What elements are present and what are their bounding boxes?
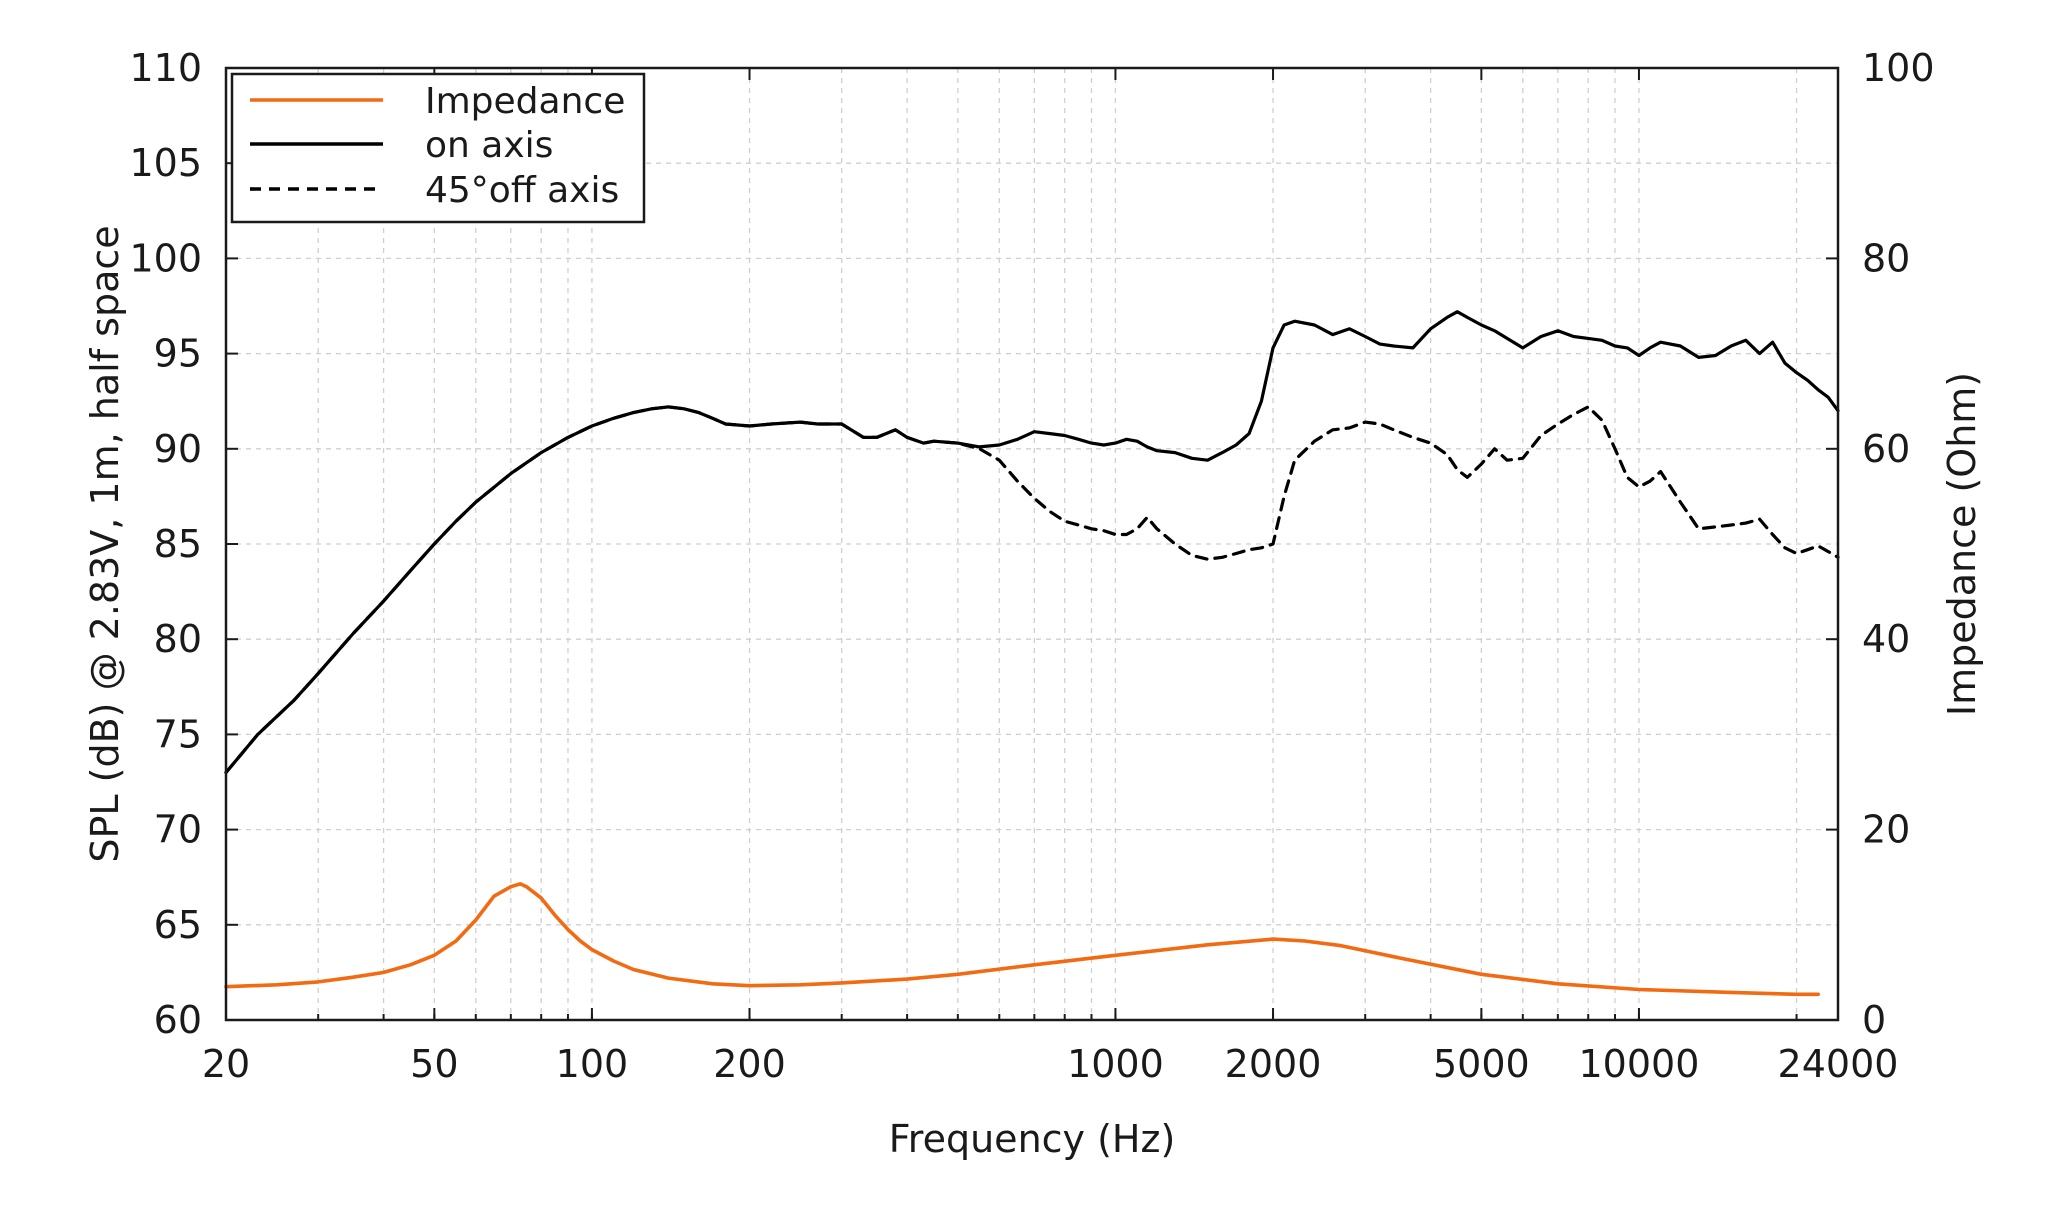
y-tick-label: 70 — [154, 808, 202, 852]
y2-tick-label: 20 — [1862, 808, 1910, 852]
y-tick-label: 80 — [154, 617, 202, 661]
legend-label-impedance: Impedance — [425, 81, 625, 122]
x-tick-label: 10000 — [1579, 1042, 1700, 1086]
legend: Impedance on axis 45°off axis — [230, 72, 646, 224]
x-tick-label: 5000 — [1433, 1042, 1530, 1086]
x-tick-labels: 20 50 100 200 1000 2000 5000 10000 24000 — [202, 1042, 1899, 1086]
legend-label-on-axis: on axis — [425, 125, 553, 166]
y2-tick-label: 60 — [1862, 427, 1910, 471]
y-tick-label: 95 — [154, 332, 202, 376]
x-tick-label: 100 — [556, 1042, 629, 1086]
x-tick-label: 1000 — [1067, 1042, 1164, 1086]
series-line-45-off-axis — [224, 405, 1840, 775]
series-line-on-axis — [224, 310, 1840, 775]
y-tick-label: 75 — [154, 712, 202, 756]
y2-tick-label: 80 — [1862, 236, 1910, 280]
y-tick-label: 65 — [154, 903, 202, 947]
series-layer — [224, 310, 1840, 997]
y-tick-label: 60 — [154, 998, 202, 1042]
y2-tick-label: 40 — [1862, 617, 1910, 661]
y-tick-label: 90 — [154, 427, 202, 471]
y-axis-title: SPL (dB) @ 2.83V, 1m, half space — [83, 225, 127, 862]
y-tick-labels: 60 65 70 75 80 85 90 95 100 105 110 — [129, 46, 202, 1042]
x-tick-label: 20 — [202, 1042, 250, 1086]
legend-label-45-off-axis: 45°off axis — [425, 170, 619, 211]
y2-tick-labels: 0 20 40 60 80 100 — [1862, 46, 1935, 1042]
y-tick-label: 110 — [129, 46, 202, 90]
grid-lines — [226, 68, 1838, 1020]
x-tick-label: 200 — [713, 1042, 786, 1086]
y2-axis-title: Impedance (Ohm) — [1940, 372, 1984, 716]
x-tick-label: 50 — [410, 1042, 458, 1086]
x-tick-label: 24000 — [1778, 1042, 1899, 1086]
y2-tick-label: 0 — [1862, 998, 1886, 1042]
y2-tick-label: 100 — [1862, 46, 1935, 90]
series-line-impedance — [224, 882, 1820, 997]
axis-ticks — [225, 67, 1839, 1021]
y-tick-label: 105 — [129, 141, 202, 185]
x-axis-title: Frequency (Hz) — [889, 1117, 1176, 1161]
y-tick-label: 100 — [129, 236, 202, 280]
x-tick-label: 2000 — [1225, 1042, 1322, 1086]
y-tick-label: 85 — [154, 522, 202, 566]
